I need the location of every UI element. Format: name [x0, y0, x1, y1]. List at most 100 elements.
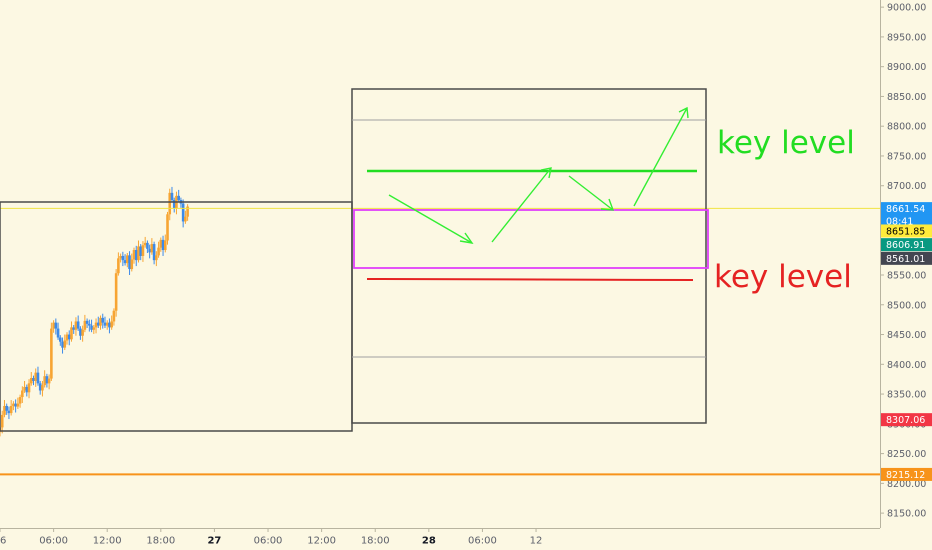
- candle: [56, 322, 60, 340]
- arrow-path-3: [568, 175, 614, 211]
- arrow-head-4: [678, 106, 689, 119]
- arrow-head-1: [459, 232, 474, 244]
- candlestick-series: [0, 186, 189, 437]
- price-axis[interactable]: 9000.00 8950.00 8900.00 8850.00 8800.00 8750.…: [880, 0, 932, 528]
- candle: [123, 254, 127, 266]
- price-label-text: 08:41: [886, 216, 913, 227]
- range-box-previous[interactable]: [0, 201, 353, 432]
- key-level-line-lower[interactable]: [366, 278, 694, 281]
- candle: [7, 406, 11, 420]
- price-label-text: 8651.85: [886, 226, 925, 237]
- price-label-text: 8307.06: [886, 415, 925, 426]
- candle: [117, 252, 120, 276]
- candle: [76, 315, 80, 331]
- price-label-badge: 8307.06: [881, 413, 932, 427]
- price-tick-label: 8550.00: [887, 271, 926, 282]
- candle: [137, 240, 140, 263]
- time-tick-label: 12:00: [307, 536, 336, 547]
- price-label-badge: 08:41: [881, 214, 932, 228]
- candle: [119, 253, 122, 263]
- key-level-label-upper[interactable]: key level: [717, 125, 855, 161]
- candle: [103, 316, 107, 328]
- arrow-path-2: [491, 167, 552, 243]
- candle: [21, 386, 24, 403]
- candle: [186, 204, 189, 221]
- candle: [128, 251, 131, 276]
- time-axis-ticks: 26 06:00 12:00 18:00 27 06:00 12:00 18:00 28 06:0…: [0, 528, 542, 547]
- price-tick-label: 8900.00: [887, 62, 926, 73]
- price-tick-label: 8800.00: [887, 122, 926, 133]
- candle: [23, 380, 26, 393]
- candle: [29, 372, 33, 386]
- candle: [105, 320, 109, 330]
- candle: [61, 337, 64, 354]
- candle: [88, 319, 91, 332]
- candle: [166, 211, 169, 245]
- candle: [168, 188, 172, 221]
- range-box-projection[interactable]: [351, 88, 707, 424]
- candle: [163, 234, 167, 253]
- candle: [63, 334, 67, 351]
- candle: [90, 319, 93, 333]
- candle: [146, 240, 149, 253]
- candle: [99, 315, 102, 330]
- price-tick-label: 8350.00: [887, 390, 926, 401]
- time-tick-label: 18:00: [146, 536, 175, 547]
- candle: [143, 236, 147, 248]
- price-label-badge: 8215.12: [881, 467, 932, 481]
- candle: [72, 325, 76, 334]
- candle: [152, 241, 156, 265]
- candle: [36, 366, 40, 386]
- candle: [65, 332, 69, 345]
- candle: [150, 238, 154, 255]
- price-label-text: 8606.91: [886, 240, 925, 251]
- candle: [148, 244, 151, 259]
- candle: [92, 325, 96, 334]
- support-zone-box[interactable]: [353, 209, 709, 269]
- candle: [130, 253, 134, 272]
- time-tick-label: 27: [207, 536, 221, 547]
- candle: [16, 397, 20, 409]
- candle: [85, 318, 89, 328]
- time-tick-label: 26: [0, 536, 6, 547]
- candle: [96, 316, 100, 328]
- price-label-text: 8561.01: [886, 254, 925, 265]
- candle: [14, 399, 17, 413]
- candle: [54, 318, 58, 335]
- candle: [81, 325, 84, 342]
- key-level-label-lower[interactable]: key level: [714, 259, 852, 295]
- candle: [59, 335, 62, 346]
- price-label-badge: 8561.01: [881, 251, 932, 265]
- candle: [172, 197, 176, 213]
- candle: [0, 410, 4, 434]
- candle: [112, 308, 116, 326]
- candle: [159, 237, 163, 252]
- arrow-path-1: [388, 194, 473, 244]
- candle: [155, 251, 158, 267]
- candle: [134, 245, 138, 267]
- price-tick-label: 8500.00: [887, 300, 926, 311]
- candle: [50, 322, 53, 381]
- price-label-text: 8661.54: [886, 204, 925, 215]
- candle: [5, 403, 9, 415]
- candle: [101, 313, 105, 329]
- arrow-head-2: [540, 167, 552, 179]
- candle: [184, 210, 187, 224]
- price-tick-label: 9000.00: [887, 3, 926, 14]
- candle: [114, 269, 118, 317]
- candle: [41, 380, 44, 397]
- candle: [32, 375, 35, 386]
- candle: [27, 379, 31, 399]
- price-tick-label: 8250.00: [887, 449, 926, 460]
- candle: [139, 244, 143, 261]
- chart-plot-area[interactable]: key level key level: [0, 0, 880, 528]
- candle: [121, 251, 125, 267]
- price-tick-label: 8850.00: [887, 92, 926, 103]
- time-tick-label: 06:00: [39, 536, 68, 547]
- price-tick-label: 8950.00: [887, 32, 926, 43]
- candle: [45, 373, 49, 388]
- time-axis[interactable]: 26 06:00 12:00 18:00 27 06:00 12:00 18:00 28 06:0…: [0, 528, 880, 550]
- candle: [177, 189, 180, 203]
- candle: [170, 186, 174, 203]
